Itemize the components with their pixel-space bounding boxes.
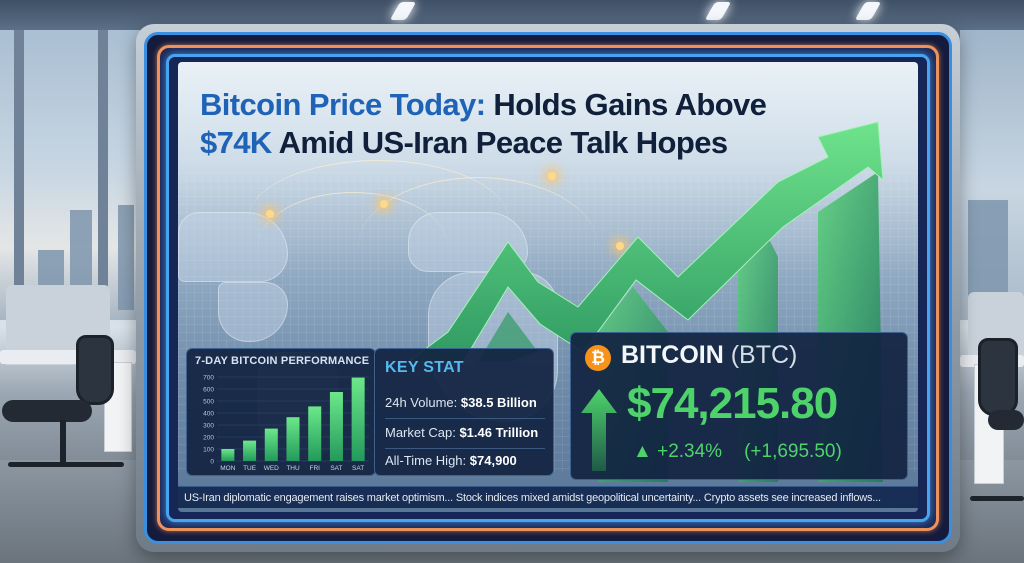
x-tick-label: FRI: [309, 465, 320, 472]
stat-all-time-high: All-Time High: $74,900: [385, 453, 547, 468]
building-silhouette: [968, 200, 1008, 310]
stat-value: $38.5 Billion: [460, 395, 537, 410]
location-glow-icon: [266, 210, 274, 218]
divider: [385, 448, 545, 449]
y-tick-label: 400: [203, 411, 214, 418]
btc-quote-panel: ₿ BITCOIN (BTC) $74,215.80 ▲ +2.34% (+1,6…: [570, 332, 908, 480]
office-chair: [978, 338, 1018, 416]
location-glow-icon: [548, 172, 556, 180]
performance-chart-panel: 7-DAY BITCOIN PERFORMANCE 0 100 200 300 400 5…: [186, 348, 376, 476]
price-change: ▲ +2.34% (+1,695.50): [633, 441, 842, 463]
bar: [351, 377, 365, 461]
bitcoin-logo-icon: ₿: [585, 345, 611, 371]
window-mullion: [14, 30, 24, 320]
headline: Bitcoin Price Today: Holds Gains Above $…: [200, 86, 900, 162]
x-tick-label: MON: [220, 465, 235, 472]
performance-bar-chart: 0 100 200 300 400 500 600 700 MON TUE WED THU FRI SAT…: [203, 375, 369, 472]
change-percent: +2.34%: [657, 441, 723, 462]
connection-arc: [248, 160, 508, 280]
bar: [243, 440, 257, 461]
chair-seat: [2, 400, 92, 422]
triangle-up-icon: ▲: [633, 441, 652, 462]
headline-line-1: Bitcoin Price Today: Holds Gains Above: [200, 86, 900, 124]
location-glow-icon: [616, 242, 624, 250]
stat-market-cap: Market Cap: $1.46 Trillion: [385, 425, 547, 440]
x-tick-label: SAT: [352, 465, 364, 472]
x-tick-label: WED: [264, 465, 279, 472]
performance-chart-title: 7-DAY BITCOIN PERFORMANCE: [195, 355, 370, 367]
key-stat-title: KEY STAT: [385, 359, 464, 376]
y-tick-label: 600: [203, 387, 214, 394]
asset-title: BITCOIN: [621, 341, 724, 369]
y-tick-label: 100: [203, 447, 214, 454]
headline-price-accent: $74K: [200, 125, 272, 160]
headline-accent: Bitcoin Price Today:: [200, 87, 486, 122]
bar: [221, 449, 235, 461]
divider: [385, 418, 545, 419]
stat-volume: 24h Volume: $38.5 Billion: [385, 395, 547, 410]
chair-seat: [988, 410, 1024, 430]
btc-price: $74,215.80: [627, 379, 838, 428]
stat-label: Market Cap:: [385, 425, 456, 440]
asset-name: BITCOIN (BTC): [621, 341, 797, 370]
bar: [308, 406, 322, 461]
y-tick-label: 500: [203, 399, 214, 406]
chair-pole: [60, 420, 66, 464]
bar: [264, 428, 278, 461]
up-arrow-icon: [581, 389, 617, 471]
office-chair: [76, 335, 114, 405]
y-tick-label: 0: [210, 459, 214, 466]
y-tick-label: 700: [203, 375, 214, 382]
headline-text: Amid US-Iran Peace Talk Hopes: [271, 125, 729, 160]
chair-base: [8, 462, 124, 467]
news-screen: Bitcoin Price Today: Holds Gains Above $…: [178, 62, 918, 512]
connection-arc: [358, 177, 598, 317]
bar: [329, 392, 343, 461]
y-tick-label: 200: [203, 435, 214, 442]
location-glow-icon: [380, 200, 388, 208]
x-tick-label: TUE: [243, 465, 257, 472]
headline-text: Holds Gains Above: [485, 87, 767, 122]
stat-label: 24h Volume:: [385, 395, 458, 410]
y-tick-label: 300: [203, 423, 214, 430]
change-absolute: (+1,695.50): [744, 441, 842, 462]
stat-label: All-Time High:: [385, 453, 467, 468]
stat-value: $1.46 Trillion: [459, 425, 539, 440]
building-silhouette: [118, 205, 134, 310]
news-ticker: US-Iran diplomatic engagement raises mar…: [178, 486, 918, 508]
connection-arc: [258, 192, 448, 302]
window-mullion: [98, 30, 108, 320]
bar: [286, 417, 300, 461]
key-stat-panel: KEY STAT 24h Volume: $38.5 Billion Marke…: [374, 348, 554, 476]
asset-symbol: (BTC): [730, 341, 798, 369]
chair-base: [970, 496, 1024, 501]
stat-value: $74,900: [469, 453, 517, 468]
headline-line-2: $74K Amid US-Iran Peace Talk Hopes: [200, 124, 900, 162]
x-tick-label: THU: [286, 465, 300, 472]
x-tick-label: SAT: [330, 465, 342, 472]
